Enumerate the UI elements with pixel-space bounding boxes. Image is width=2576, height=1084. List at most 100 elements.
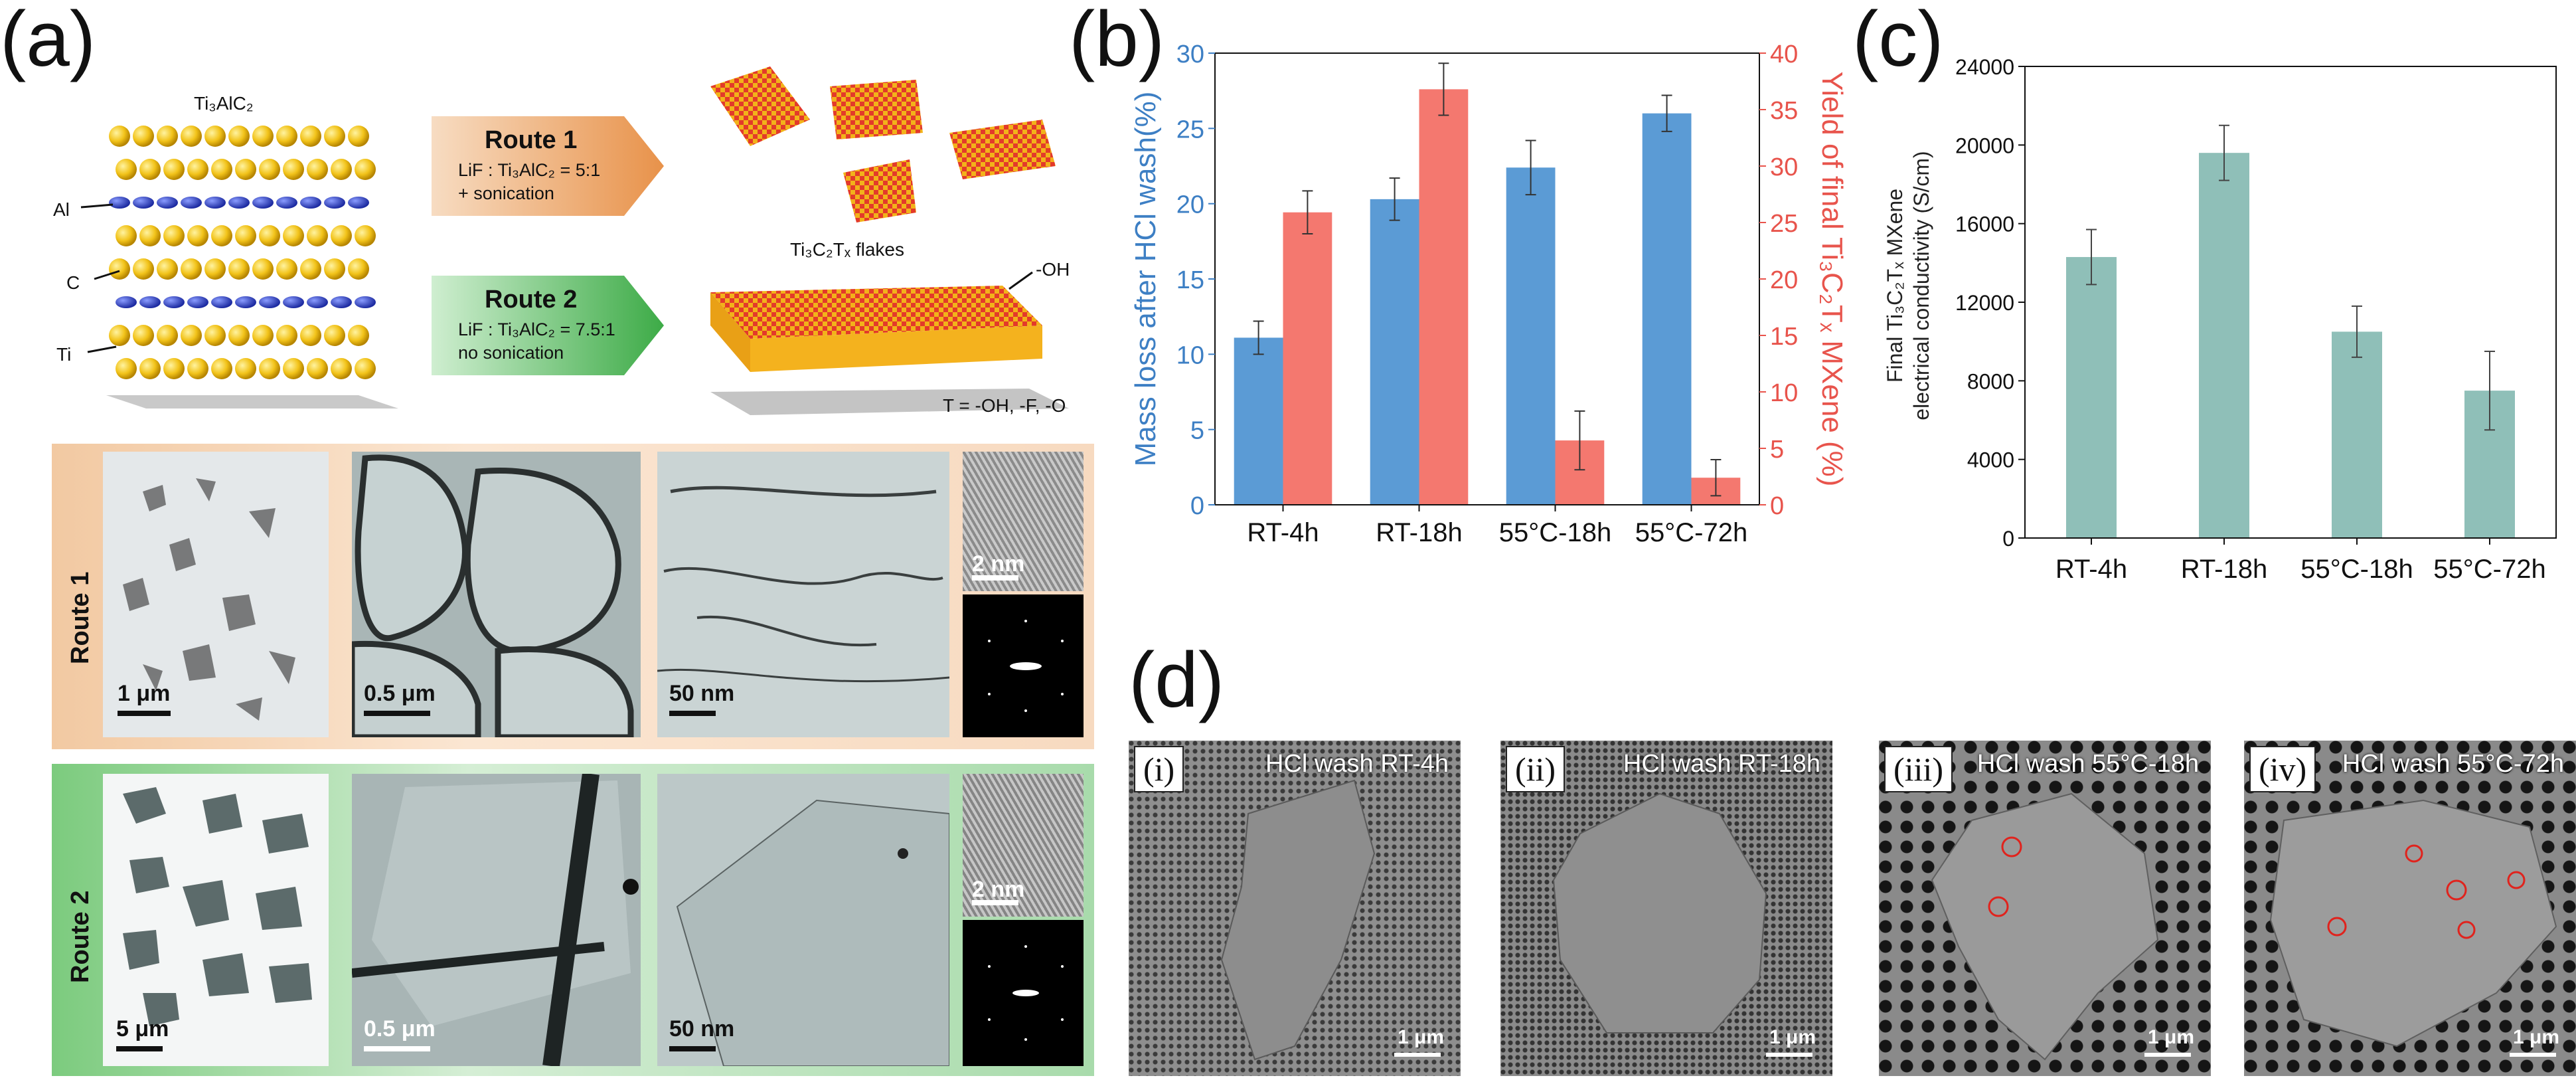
route-1-hrtem: 2 nm [963, 452, 1084, 591]
scale-bar [118, 711, 171, 716]
panel-b-letter: (b) [1069, 0, 1165, 83]
sem-condition-label: HCl wash RT-18h [1623, 750, 1820, 778]
scale-bar [669, 1046, 716, 1051]
scale-label: 5 μm [116, 1016, 169, 1041]
ti-atom [300, 258, 321, 280]
scale-bar [2510, 1053, 2556, 1057]
y2-tick-label: 10 [1770, 379, 1798, 407]
al-atom [163, 296, 185, 308]
ti-atom [163, 225, 185, 246]
ti-atom [204, 258, 226, 280]
al-atom [259, 296, 280, 308]
scale-label: 2 nm [972, 551, 1025, 577]
scale-label: 1 μm [1398, 1026, 1445, 1048]
y-tick-label: 16000 [1955, 213, 2014, 236]
scale-bar [1766, 1053, 1812, 1057]
layer-label-al: Al [53, 199, 70, 220]
ti-atom [331, 225, 352, 246]
ti-atom [157, 258, 178, 280]
y-tick-label: 20000 [1955, 134, 2014, 157]
scale-label: 1 μm [2148, 1026, 2195, 1048]
chart-c: RT-4h RT-18h 55°C-18h 55°C-72h 0 4000 8000 1200… [1883, 55, 2557, 584]
al-atom [157, 197, 178, 209]
sem-index: (ii) [1506, 746, 1566, 792]
ti-atom [157, 325, 178, 346]
scale-bar [116, 1046, 163, 1051]
bar-1 [2199, 153, 2249, 538]
scale-label: 50 nm [669, 681, 735, 706]
scale-bar [1394, 1053, 1441, 1057]
ti-atom [139, 225, 161, 246]
ti-atom [283, 225, 304, 246]
ti-atom [355, 358, 376, 379]
route-2-sonication: no sonication [458, 343, 564, 363]
bar-left-1 [1370, 199, 1419, 505]
ti-atom [276, 258, 297, 280]
route-1-arrow [432, 116, 664, 216]
y-tick-label: 30 [1176, 41, 1204, 68]
route-1-sonication: + sonication [458, 183, 554, 203]
chart-b-axes: RT-4h RT-18h 55°C-18h 55°C-72h 0 5 10 15 20 25 30 0… [1176, 41, 1799, 547]
ti-atom [133, 325, 154, 346]
y2-tick-label: 25 [1770, 210, 1798, 238]
x-tick-label: RT-4h [2055, 555, 2127, 584]
ti-atom [187, 159, 208, 180]
route-2-arrow [432, 276, 664, 375]
max-phase-structure [106, 126, 398, 408]
scale-bar [2144, 1053, 2191, 1057]
y-tick-label: 0 [1190, 492, 1204, 520]
ti-atom [228, 126, 250, 147]
scale-bar [972, 575, 1018, 581]
al-atom [283, 296, 304, 308]
x-tick-label: 55°C-72h [2433, 555, 2545, 584]
al-atom [355, 296, 376, 308]
y-tick-label: 25 [1176, 116, 1204, 143]
ti-atom [133, 126, 154, 147]
route-1-title: Route 1 [485, 126, 578, 154]
bar-2 [2332, 331, 2382, 538]
ti-atom [228, 325, 250, 346]
ti-atom [324, 258, 345, 280]
ti-atom [211, 159, 232, 180]
chart-b: RT-4h RT-18h 55°C-18h 55°C-72h 0 5 10 15 20 25 30 0… [1129, 41, 1846, 547]
route-2-saed [963, 920, 1084, 1066]
route-2-tem-low-mag: 0.5 μm [352, 774, 641, 1066]
y-tick-label: 12000 [1955, 291, 2014, 315]
ti-atom [235, 159, 256, 180]
x-tick-label: 55°C-18h [1499, 518, 1611, 547]
al-atom [139, 296, 161, 308]
chart-b-left-axis-title: Mass loss after HCl wash(%) [1129, 92, 1162, 467]
x-tick-label: RT-4h [1247, 518, 1319, 547]
al-atom [211, 296, 232, 308]
ti-atom [163, 159, 185, 180]
route-2-tem-high-mag: 50 nm [657, 774, 949, 1066]
sem-image-iii: (iii) HCl wash 55°C-18h 1 μm [1879, 741, 2211, 1076]
y-tick-label: 4000 [1967, 448, 2014, 472]
x-tick-label: 55°C-18h [2300, 555, 2413, 584]
layer-label-ti: Ti [56, 344, 72, 365]
chart-b-right-axis-title: Yield of final Ti₃C₂Tₓ MXene (%) [1816, 72, 1846, 487]
ti-atom [348, 126, 369, 147]
ti-atom [163, 358, 185, 379]
x-tick-label: RT-18h [1376, 518, 1462, 547]
x-tick-label: RT-18h [2181, 555, 2267, 584]
panel-d-letter: (d) [1129, 636, 1225, 724]
y2-tick-label: 0 [1770, 492, 1784, 520]
al-atom [324, 197, 345, 209]
ti-atom [116, 225, 137, 246]
ti-atom [116, 358, 137, 379]
route-1-row-label: Route 1 [66, 571, 94, 664]
al-atom [228, 197, 250, 209]
scale-label: 50 nm [669, 1016, 735, 1041]
ti-atom [276, 325, 297, 346]
layer-label-c: C [66, 272, 80, 293]
al-atom [181, 197, 202, 209]
ti-atom [324, 325, 345, 346]
termination-label: T = -OH, -F, -O [943, 395, 1066, 416]
al-atom [307, 296, 328, 308]
y-tick-label: 0 [2002, 527, 2014, 551]
y-tick-label: 15 [1176, 266, 1204, 294]
bar-left-3 [1642, 113, 1692, 505]
bar-left-2 [1506, 167, 1556, 505]
ti-atom [307, 225, 328, 246]
